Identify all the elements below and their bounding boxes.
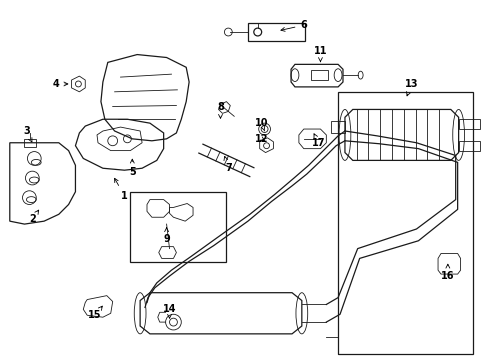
Text: 17: 17 <box>311 134 325 148</box>
Text: 9: 9 <box>163 228 170 244</box>
Text: 12: 12 <box>254 134 268 144</box>
Text: 13: 13 <box>404 79 418 96</box>
Text: 4: 4 <box>52 79 68 89</box>
Text: 16: 16 <box>440 264 454 281</box>
Text: 2: 2 <box>29 210 39 224</box>
Text: 7: 7 <box>224 156 231 173</box>
Text: 3: 3 <box>23 126 32 142</box>
Text: 1: 1 <box>114 178 127 201</box>
Text: 6: 6 <box>281 20 306 31</box>
Text: 5: 5 <box>129 159 135 177</box>
Bar <box>310 70 327 80</box>
Text: 14: 14 <box>163 304 176 318</box>
Bar <box>337 92 472 355</box>
Text: 8: 8 <box>217 102 224 118</box>
Bar <box>130 192 226 262</box>
Bar <box>247 23 304 41</box>
Text: 11: 11 <box>313 46 326 62</box>
Text: 10: 10 <box>254 118 268 131</box>
Text: 15: 15 <box>88 306 102 320</box>
